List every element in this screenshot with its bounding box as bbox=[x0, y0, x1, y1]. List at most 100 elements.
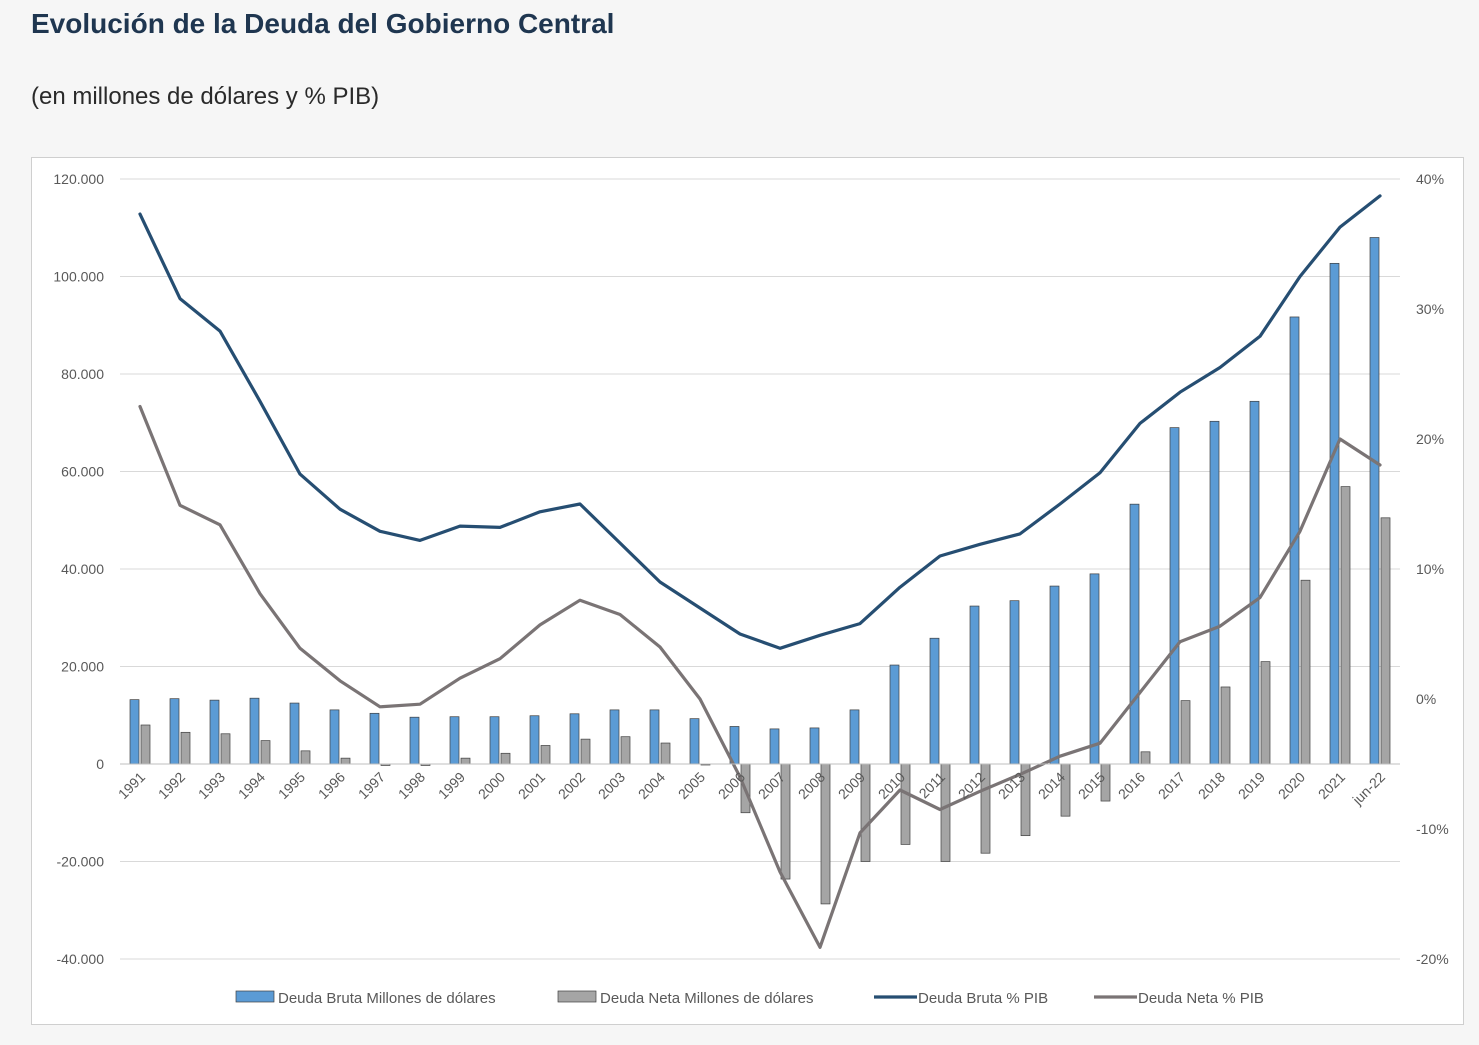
x-tick-label: jun-22 bbox=[1349, 769, 1389, 809]
y-left-tick-label: -20.000 bbox=[57, 854, 105, 870]
line-deuda-bruta-pib bbox=[138, 194, 1382, 650]
bar-deuda-neta-millones bbox=[140, 724, 151, 765]
bar-deuda-neta-millones bbox=[1060, 763, 1071, 817]
x-tick-label: 1999 bbox=[435, 769, 468, 802]
bar-deuda-neta-millones bbox=[1180, 700, 1191, 765]
x-tick-label: 1991 bbox=[115, 769, 148, 802]
page-title: Evolución de la Deuda del Gobierno Centr… bbox=[31, 8, 615, 39]
bar-deuda-bruta-millones bbox=[809, 727, 820, 765]
y-right-tick-label: -20% bbox=[1416, 951, 1449, 967]
bar-deuda-bruta-millones bbox=[1249, 400, 1260, 765]
bar-deuda-neta-millones bbox=[1300, 579, 1311, 765]
bar-deuda-bruta-millones bbox=[1129, 503, 1140, 765]
bar-deuda-bruta-millones bbox=[1369, 237, 1380, 765]
y-right-tick-label: 30% bbox=[1416, 301, 1444, 317]
legend-deuda-bruta-millones-label: Deuda Bruta Millones de dólares bbox=[278, 990, 496, 1007]
bar-deuda-neta-millones bbox=[300, 750, 311, 765]
legend-deuda-neta-pib-label: Deuda Neta % PIB bbox=[1138, 990, 1264, 1007]
debt-chart: -40.000 -20.000 0 20.000 40.000 60.000 80.000 1… bbox=[53, 171, 1449, 1007]
bar-deuda-bruta-millones bbox=[769, 728, 780, 765]
bar-deuda-bruta-millones bbox=[569, 713, 580, 765]
bar-deuda-neta-millones bbox=[620, 736, 631, 765]
x-tick-label: 1996 bbox=[315, 769, 348, 802]
y-right-tick-label: 40% bbox=[1416, 171, 1444, 187]
bar-deuda-bruta-millones bbox=[249, 697, 260, 765]
x-tick-label: 2000 bbox=[475, 769, 508, 802]
bar-deuda-bruta-millones bbox=[1329, 262, 1340, 765]
bar-deuda-bruta-millones bbox=[1049, 585, 1060, 765]
bar-deuda-neta-millones bbox=[580, 738, 591, 765]
page-subtitle: (en millones de dólares y % PIB) bbox=[31, 83, 380, 110]
line-series bbox=[138, 194, 1382, 949]
x-tick-label: 2021 bbox=[1315, 769, 1348, 802]
y-right-tick-label: 0% bbox=[1416, 691, 1436, 707]
y-left-tick-label: 80.000 bbox=[61, 366, 104, 382]
x-tick-label: 2001 bbox=[515, 769, 548, 802]
x-tick-label: 1998 bbox=[395, 769, 428, 802]
bar-deuda-bruta-millones bbox=[1169, 427, 1180, 765]
bar-deuda-bruta-millones bbox=[529, 715, 540, 765]
y-right-tick-label: -10% bbox=[1416, 821, 1449, 837]
y-right-tick-label: 10% bbox=[1416, 561, 1444, 577]
x-tick-label: 2019 bbox=[1235, 769, 1268, 802]
x-tick-label: 2002 bbox=[555, 769, 588, 802]
y-left-tick-label: 20.000 bbox=[61, 659, 104, 675]
y-left-tick-label: 40.000 bbox=[61, 561, 104, 577]
x-tick-label: 1992 bbox=[155, 769, 188, 802]
y-right-tick-label: 20% bbox=[1416, 431, 1444, 447]
chart-container: -40.000 -20.000 0 20.000 40.000 60.000 80.000 1… bbox=[31, 157, 1464, 1025]
bar-deuda-neta-millones bbox=[460, 757, 471, 765]
x-tick-label: 2003 bbox=[595, 769, 628, 802]
bar-deuda-bruta-millones bbox=[929, 637, 940, 765]
bar-deuda-neta-millones bbox=[660, 742, 671, 765]
bar-deuda-bruta-millones bbox=[889, 664, 900, 765]
bar-deuda-neta-millones bbox=[540, 745, 551, 765]
bar-deuda-neta-millones bbox=[500, 752, 511, 765]
legend-deuda-bruta-pib-label: Deuda Bruta % PIB bbox=[918, 990, 1048, 1007]
y-left-tick-label: 120.000 bbox=[53, 171, 104, 187]
bar-deuda-neta-millones bbox=[1140, 751, 1151, 765]
bar-deuda-neta-millones bbox=[180, 731, 191, 765]
bar-deuda-neta-millones bbox=[1380, 517, 1391, 765]
x-tick-label: 1995 bbox=[275, 769, 308, 802]
x-tick-label: 2020 bbox=[1275, 769, 1308, 802]
bar-deuda-neta-millones bbox=[1260, 661, 1271, 765]
bar-deuda-bruta-millones bbox=[169, 698, 180, 765]
bar-deuda-bruta-millones bbox=[969, 605, 980, 765]
bar-deuda-bruta-millones bbox=[609, 709, 620, 765]
x-tick-label: 2017 bbox=[1155, 769, 1188, 802]
x-tick-label: 2016 bbox=[1115, 769, 1148, 802]
bar-deuda-neta-millones bbox=[340, 757, 351, 765]
bar-deuda-bruta-millones bbox=[129, 699, 140, 765]
bar-deuda-bruta-millones bbox=[329, 709, 340, 765]
x-tick-label: 1993 bbox=[195, 769, 228, 802]
legend-deuda-neta-millones-swatch bbox=[557, 990, 597, 1003]
grid-lines bbox=[120, 178, 1400, 960]
bar-deuda-bruta-millones bbox=[209, 699, 220, 765]
x-tick-label: 2004 bbox=[635, 769, 668, 802]
x-tick-label: 1994 bbox=[235, 769, 268, 802]
bar-deuda-bruta-millones bbox=[849, 709, 860, 765]
y-left-tick-label: 0 bbox=[96, 756, 104, 772]
bar-deuda-neta-millones bbox=[220, 733, 231, 765]
bar-series bbox=[129, 237, 1391, 905]
legend-deuda-bruta-millones-swatch bbox=[235, 990, 275, 1003]
legend-deuda-neta-millones-label: Deuda Neta Millones de dólares bbox=[600, 990, 813, 1007]
bar-deuda-bruta-millones bbox=[369, 712, 380, 765]
bar-deuda-bruta-millones bbox=[1009, 600, 1020, 765]
x-tick-label: 2018 bbox=[1195, 769, 1228, 802]
bar-deuda-neta-millones bbox=[260, 740, 271, 765]
bar-deuda-bruta-millones bbox=[289, 702, 300, 765]
bar-deuda-bruta-millones bbox=[449, 716, 460, 765]
y-left-tick-label: 60.000 bbox=[61, 464, 104, 480]
bar-deuda-bruta-millones bbox=[409, 716, 420, 765]
x-tick-label: 1997 bbox=[355, 769, 388, 802]
x-tick-label: 2005 bbox=[675, 769, 708, 802]
bar-deuda-neta-millones bbox=[1340, 486, 1351, 765]
line-deuda-neta-pib bbox=[138, 404, 1382, 949]
bar-deuda-bruta-millones bbox=[1209, 420, 1220, 765]
y-left-tick-label: 100.000 bbox=[53, 269, 104, 285]
y-left-tick-label: -40.000 bbox=[57, 951, 105, 967]
bar-deuda-bruta-millones bbox=[1089, 573, 1100, 765]
bar-deuda-bruta-millones bbox=[689, 718, 700, 765]
